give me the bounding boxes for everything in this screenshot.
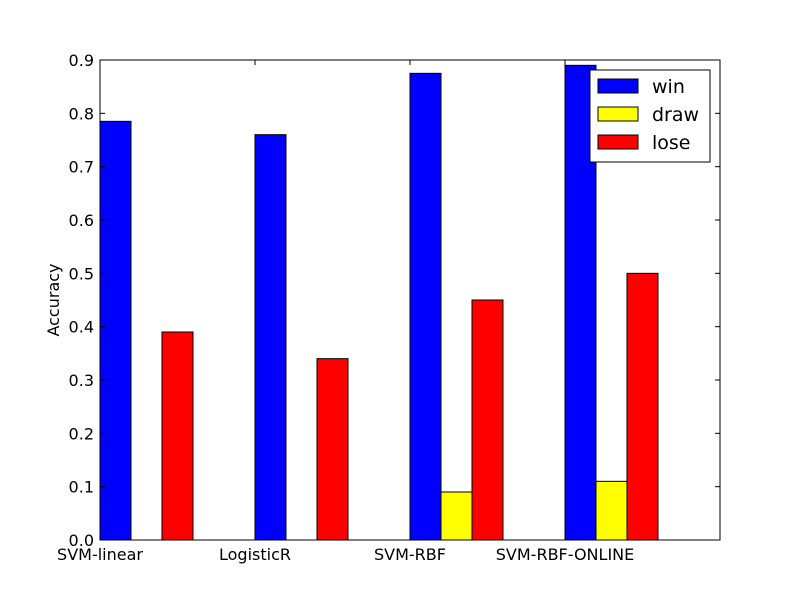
legend-label-win: win <box>652 76 685 98</box>
y-tick-label: 0.0 <box>69 531 94 550</box>
y-axis-label: Accuracy <box>44 263 63 336</box>
y-tick-label: 0.4 <box>69 318 94 337</box>
legend-swatch-draw <box>597 106 639 122</box>
y-tick-label: 0.3 <box>69 371 94 390</box>
x-tick-label: LogisticR <box>219 545 291 564</box>
y-tick-label: 0.2 <box>69 424 94 443</box>
bars-layer <box>99 64 659 541</box>
bar-lose-3 <box>626 272 659 541</box>
y-tick-label: 0.5 <box>69 264 94 283</box>
y-tick-label: 0.1 <box>69 478 94 497</box>
legend-swatch-lose <box>597 134 639 150</box>
y-axis: 0.0 0.1 0.2 0.3 0.4 0.5 0.6 0.7 0.8 0.9 <box>69 51 720 550</box>
x-axis: SVM-linear LogisticR SVM-RBF SVM-RBF-ONLINE <box>57 60 634 564</box>
bar-draw-3 <box>595 480 628 541</box>
x-tick-label: SVM-linear <box>57 545 143 564</box>
y-tick-label: 0.8 <box>69 104 94 123</box>
bar-win-2 <box>409 72 442 541</box>
bar-draw-2 <box>440 491 473 541</box>
bar-win-1 <box>254 134 287 541</box>
y-tick-label: 0.9 <box>69 51 94 70</box>
legend-label-draw: draw <box>652 104 699 126</box>
legend-label-lose: lose <box>652 132 691 154</box>
bar-win-0 <box>99 120 132 541</box>
y-tick-label: 0.7 <box>69 158 94 177</box>
y-tick-label: 0.6 <box>69 211 94 230</box>
legend: win draw lose <box>589 69 711 163</box>
bar-lose-1 <box>316 358 349 541</box>
bar-lose-0 <box>161 331 194 541</box>
x-tick-label: SVM-RBF <box>374 545 446 564</box>
x-tick-label: SVM-RBF-ONLINE <box>496 545 634 564</box>
bar-lose-2 <box>471 299 504 541</box>
legend-swatch-win <box>597 78 639 94</box>
